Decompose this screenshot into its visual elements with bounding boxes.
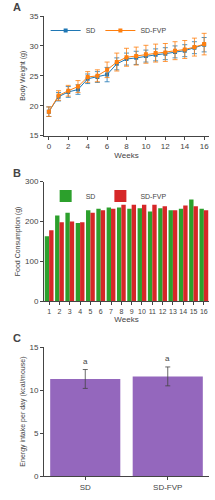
svg-text:35: 35 [29,12,38,21]
svg-text:C: C [13,332,21,344]
svg-text:2: 2 [58,308,62,315]
svg-text:0: 0 [34,472,39,481]
svg-text:Body Weight (g): Body Weight (g) [19,51,27,101]
svg-text:300: 300 [25,177,39,186]
svg-text:B: B [13,167,21,179]
svg-text:25: 25 [29,72,38,81]
svg-text:14: 14 [180,142,189,151]
svg-text:10: 10 [138,308,146,315]
svg-text:Food Consumption (g): Food Consumption (g) [14,207,22,277]
svg-text:SD: SD [80,483,91,492]
svg-text:a: a [165,354,170,363]
svg-text:12: 12 [161,142,170,151]
svg-text:2: 2 [66,142,71,151]
svg-text:15: 15 [29,131,38,140]
svg-text:11: 11 [149,308,156,315]
svg-text:Energy intake per day (kcal/mo: Energy intake per day (kcal/mouse) [19,357,27,467]
svg-text:8: 8 [119,308,123,315]
svg-text:15: 15 [190,308,198,315]
svg-text:200: 200 [25,217,39,226]
svg-text:Weeks: Weeks [114,151,138,160]
svg-text:7: 7 [109,308,113,315]
svg-text:30: 30 [29,42,38,51]
svg-text:4: 4 [85,142,90,151]
svg-text:A: A [13,1,21,13]
svg-text:a: a [83,357,88,366]
svg-text:SD-FVP: SD-FVP [140,193,166,200]
svg-text:5: 5 [34,429,39,438]
svg-text:13: 13 [169,308,177,315]
svg-text:10: 10 [141,142,150,151]
svg-text:SD-FVP: SD-FVP [153,483,182,492]
svg-text:6: 6 [99,308,103,315]
svg-text:0: 0 [34,297,39,306]
svg-text:1: 1 [47,308,51,315]
svg-text:4: 4 [78,308,82,315]
svg-text:Weeks: Weeks [114,315,138,324]
svg-text:16: 16 [200,142,209,151]
svg-text:0: 0 [47,142,52,151]
svg-text:6: 6 [105,142,110,151]
svg-text:SD: SD [86,193,96,200]
svg-text:20: 20 [29,102,38,111]
svg-text:8: 8 [124,142,129,151]
svg-text:12: 12 [159,308,167,315]
svg-text:15: 15 [29,343,38,352]
svg-text:14: 14 [179,308,187,315]
svg-text:100: 100 [25,257,39,266]
svg-text:SD-FVP: SD-FVP [140,27,166,34]
svg-text:SD: SD [86,27,96,34]
svg-text:10: 10 [29,386,38,395]
svg-text:9: 9 [130,308,134,315]
svg-text:5: 5 [88,308,92,315]
svg-text:16: 16 [200,308,208,315]
svg-text:3: 3 [68,308,72,315]
